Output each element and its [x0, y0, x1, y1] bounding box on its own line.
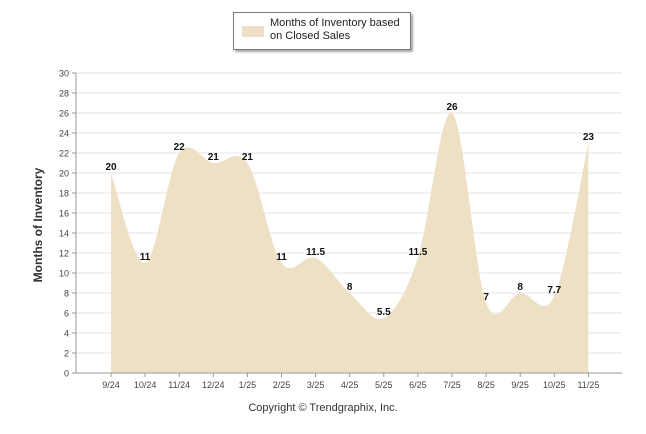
- x-tick-label: 5/25: [375, 380, 393, 390]
- data-label: 5.5: [377, 307, 391, 318]
- data-label: 8: [347, 282, 353, 293]
- y-tick-label: 6: [64, 309, 69, 319]
- y-tick-label: 26: [59, 109, 69, 119]
- data-label: 21: [208, 152, 220, 163]
- data-label: 20: [105, 162, 117, 173]
- y-tick-label: 20: [59, 169, 69, 179]
- x-tick-label: 9/25: [511, 380, 529, 390]
- legend: Months of Inventory based on Closed Sale…: [233, 12, 411, 50]
- series-area-fill: [111, 112, 589, 373]
- y-axis-label: Months of Inventory: [31, 167, 45, 283]
- data-labels: 20 11 22 21 21 11 11.5 8 5.5 11.5 26 7 8 7.7 23: [105, 102, 594, 318]
- axes: [75, 73, 622, 374]
- data-label: 26: [446, 102, 458, 113]
- x-tick-label: 11/25: [577, 380, 599, 390]
- data-label: 7: [483, 292, 489, 303]
- y-tick-label: 2: [64, 349, 69, 359]
- series-area: [111, 112, 589, 373]
- x-tick-label: 1/25: [239, 380, 257, 390]
- x-tick-label: 9/24: [102, 380, 120, 390]
- y-tick-label: 30: [59, 69, 69, 79]
- x-tick-label: 11/24: [168, 380, 190, 390]
- x-tick-label: 10/25: [543, 380, 566, 390]
- data-label: 11: [140, 252, 151, 263]
- x-tick-label: 8/25: [477, 380, 495, 390]
- y-tick-label: 14: [59, 229, 69, 239]
- y-tick-label: 10: [59, 269, 69, 279]
- x-tick-label: 4/25: [341, 380, 359, 390]
- x-tick-label: 10/24: [134, 380, 157, 390]
- x-tick-label: 3/25: [307, 380, 325, 390]
- y-tick-label: 4: [64, 329, 69, 339]
- data-label: 11: [276, 252, 287, 263]
- y-tick-label: 12: [59, 249, 69, 259]
- y-tick-label: 24: [59, 129, 69, 139]
- data-label: 8: [517, 282, 523, 293]
- legend-label: Months of Inventory based on Closed Sale…: [270, 17, 410, 43]
- y-tick-label: 28: [59, 89, 69, 99]
- data-label: 11.5: [408, 247, 427, 258]
- legend-label-line2: on Closed Sales: [270, 30, 351, 42]
- x-tick-label: 6/25: [409, 380, 427, 390]
- data-label: 21: [242, 152, 254, 163]
- data-label: 7.7: [547, 285, 561, 296]
- y-tick-label: 8: [64, 289, 69, 299]
- data-label: 22: [174, 142, 186, 153]
- data-label: 23: [583, 132, 595, 143]
- legend-label-line1: Months of Inventory based: [270, 17, 400, 29]
- y-tick-label: 0: [64, 369, 69, 379]
- x-tick-label: 12/24: [202, 380, 225, 390]
- legend-swatch: [242, 26, 264, 37]
- data-label: 11.5: [306, 247, 325, 258]
- y-tick-label: 22: [59, 149, 69, 159]
- y-tick-label: 18: [59, 189, 69, 199]
- x-tick-label: 2/25: [273, 380, 291, 390]
- copyright-text: Copyright © Trendgraphix, Inc.: [248, 402, 398, 414]
- x-tick-labels: 9/24 10/24 11/24 12/24 1/25 2/25 3/25 4/25 5/25 6…: [102, 373, 599, 390]
- x-tick-label: 7/25: [443, 380, 461, 390]
- y-tick-label: 16: [59, 209, 69, 219]
